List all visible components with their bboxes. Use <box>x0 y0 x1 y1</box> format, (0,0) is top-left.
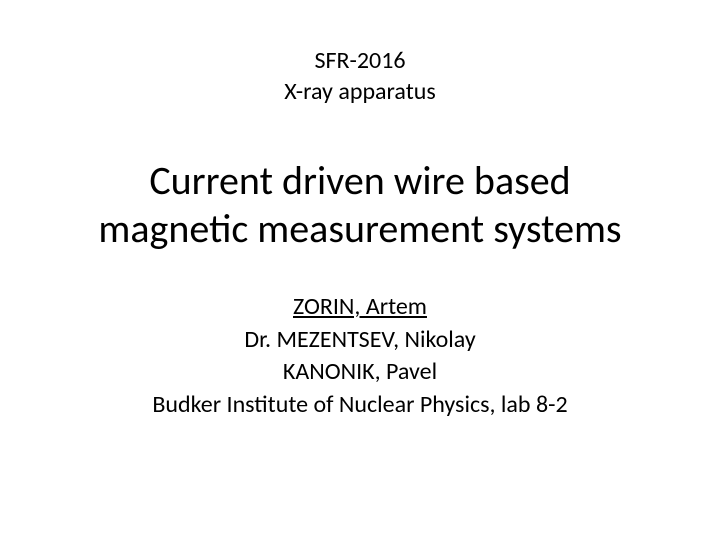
author-primary: ZORIN, Artem <box>152 291 567 323</box>
author-third: KANONIK, Pavel <box>152 356 567 388</box>
authors-block: ZORIN, Artem Dr. MEZENTSEV, Nikolay KANO… <box>152 291 567 421</box>
author-affiliation: Budker Institute of Nuclear Physics, lab… <box>152 389 567 421</box>
header-conference: SFR-2016 <box>284 45 435 76</box>
header-topic: X-ray apparatus <box>284 76 435 107</box>
title-line-1: Current driven wire based <box>98 157 621 205</box>
slide-header: SFR-2016 X-ray apparatus <box>284 45 435 107</box>
slide-title: Current driven wire based magnetic measu… <box>98 157 621 253</box>
author-second: Dr. MEZENTSEV, Nikolay <box>152 324 567 356</box>
title-line-2: magnetic measurement systems <box>98 205 621 253</box>
